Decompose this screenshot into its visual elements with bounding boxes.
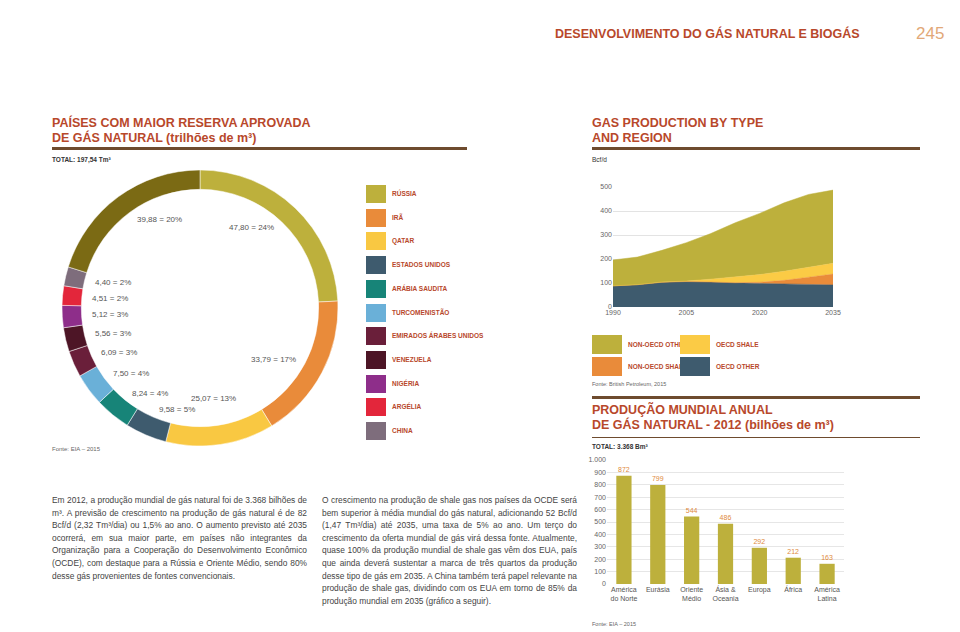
svg-text:6,09 = 3%: 6,09 = 3% [101, 348, 137, 357]
svg-text:400: 400 [594, 531, 606, 538]
svg-text:1.000: 1.000 [588, 456, 606, 463]
svg-text:47,80 = 24%: 47,80 = 24% [229, 223, 274, 232]
html-text:NON-OECD OTHER: NON-OECD OTHER [628, 341, 688, 348]
svg-text:39,88 = 20%: 39,88 = 20% [137, 215, 182, 224]
html-text:Fonte: British Petroleum, 2015: Fonte: British Petroleum, 2015 [592, 381, 667, 387]
svg-text:212: 212 [787, 548, 799, 555]
svg-text:4,51 = 2%: 4,51 = 2% [92, 294, 128, 303]
svg-text:5,12 = 3%: 5,12 = 3% [92, 310, 128, 319]
html-text:CHINA: CHINA [392, 427, 413, 434]
svg-text:700: 700 [594, 494, 606, 501]
svg-text:AméricaLatina: AméricaLatina [814, 586, 840, 602]
svg-text:500: 500 [594, 518, 606, 525]
svg-text:100: 100 [594, 568, 606, 575]
html-text:245: 245 [916, 24, 945, 43]
svg-text:600: 600 [594, 506, 606, 513]
svg-text:400: 400 [600, 207, 612, 214]
svg-text:7,50 = 4%: 7,50 = 4% [113, 369, 149, 378]
html-text:NIGÉRIA: NIGÉRIA [392, 379, 420, 387]
svg-text:9,58 = 5%: 9,58 = 5% [159, 405, 195, 414]
svg-text:200: 200 [600, 255, 612, 262]
html-text:ESTADOS UNIDOS: ESTADOS UNIDOS [392, 261, 450, 269]
html-text:TOTAL: 197,54 Tm³: TOTAL: 197,54 Tm³ [52, 156, 111, 163]
html-text:EMIRADOS ÁRABES UNIDOS: EMIRADOS ÁRABES UNIDOS [392, 332, 484, 340]
html-text:TURCOMENISTÃO: TURCOMENISTÃO [392, 308, 450, 316]
svg-text:799: 799 [652, 475, 664, 482]
svg-text:100: 100 [600, 279, 612, 286]
html-text:OECD OTHER: OECD OTHER [716, 363, 760, 370]
svg-text:2035: 2035 [825, 309, 841, 316]
html-text:IRÃ: IRÃ [392, 213, 404, 221]
svg-text:2005: 2005 [679, 309, 695, 316]
svg-text:900: 900 [594, 469, 606, 476]
html-text:OECD SHALE: OECD SHALE [716, 341, 759, 348]
svg-text:Eurásia: Eurásia [646, 586, 670, 593]
html-text:PRODUÇÃO MUNDIAL ANUAL DE GÁS: PRODUÇÃO MUNDIAL ANUAL DE GÁS NATURAL - … [592, 403, 834, 432]
html-text:TOTAL: 3.368 Bm³: TOTAL: 3.368 Bm³ [592, 443, 648, 450]
html-text:PAÍSES COM MAIOR RESERVA APROV: PAÍSES COM MAIOR RESERVA APROVADA DE GÁS… [52, 116, 311, 145]
svg-text:486: 486 [720, 514, 732, 521]
svg-text:8,24 = 4%: 8,24 = 4% [132, 389, 168, 398]
svg-text:África: África [784, 585, 802, 593]
svg-text:OrienteMédio: OrienteMédio [680, 586, 703, 602]
html-text:Fonte: EIA – 2015: Fonte: EIA – 2015 [52, 446, 100, 452]
html-text:DESENVOLVIMENTO DO GÁS NATURAL: DESENVOLVIMENTO DO GÁS NATURAL E BIOGÁS [555, 27, 860, 41]
html-text:NON-OECD SHALE: NON-OECD SHALE [628, 363, 688, 370]
svg-text:4,40 = 2%: 4,40 = 2% [95, 278, 131, 287]
html-text:O crescimento na produção de s: O crescimento na produção de shale gas n… [322, 495, 577, 606]
svg-text:33,79 = 17%: 33,79 = 17% [251, 355, 296, 364]
html-text:GAS PRODUCTION BY TYPE AND REG: GAS PRODUCTION BY TYPE AND REGION [592, 116, 764, 145]
svg-text:800: 800 [594, 481, 606, 488]
svg-text:300: 300 [600, 231, 612, 238]
svg-text:Europa: Europa [748, 586, 771, 594]
svg-text:292: 292 [753, 538, 765, 545]
svg-text:500: 500 [600, 183, 612, 190]
svg-text:2020: 2020 [752, 309, 768, 316]
svg-text:544: 544 [686, 507, 698, 514]
svg-text:200: 200 [594, 556, 606, 563]
html-text:Bcf/d: Bcf/d [592, 156, 607, 163]
html-text:RÚSSIA: RÚSSIA [392, 190, 417, 197]
svg-text:300: 300 [594, 543, 606, 550]
svg-text:0: 0 [608, 303, 612, 310]
svg-text:Américado Norte: Américado Norte [611, 586, 638, 602]
html-text:Fonte: EIA – 2015: Fonte: EIA – 2015 [592, 621, 636, 627]
html-text:Em 2012, a produção mundial de: Em 2012, a produção mundial de gás natur… [52, 495, 307, 581]
html-text:ARGÉLIA: ARGÉLIA [392, 403, 422, 411]
html-text:QATAR: QATAR [392, 237, 415, 245]
html-text:ARÁBIA SAUDITA: ARÁBIA SAUDITA [392, 284, 448, 292]
svg-text:163: 163 [821, 554, 833, 561]
svg-text:872: 872 [618, 466, 630, 473]
svg-text:1990: 1990 [605, 309, 621, 316]
html-text:VENEZUELA: VENEZUELA [392, 355, 432, 363]
svg-text:Ásia &Oceania: Ásia &Oceania [712, 585, 738, 602]
svg-text:5,56 = 3%: 5,56 = 3% [95, 329, 131, 338]
svg-text:0: 0 [602, 580, 606, 587]
svg-text:25,07 = 13%: 25,07 = 13% [191, 394, 236, 403]
